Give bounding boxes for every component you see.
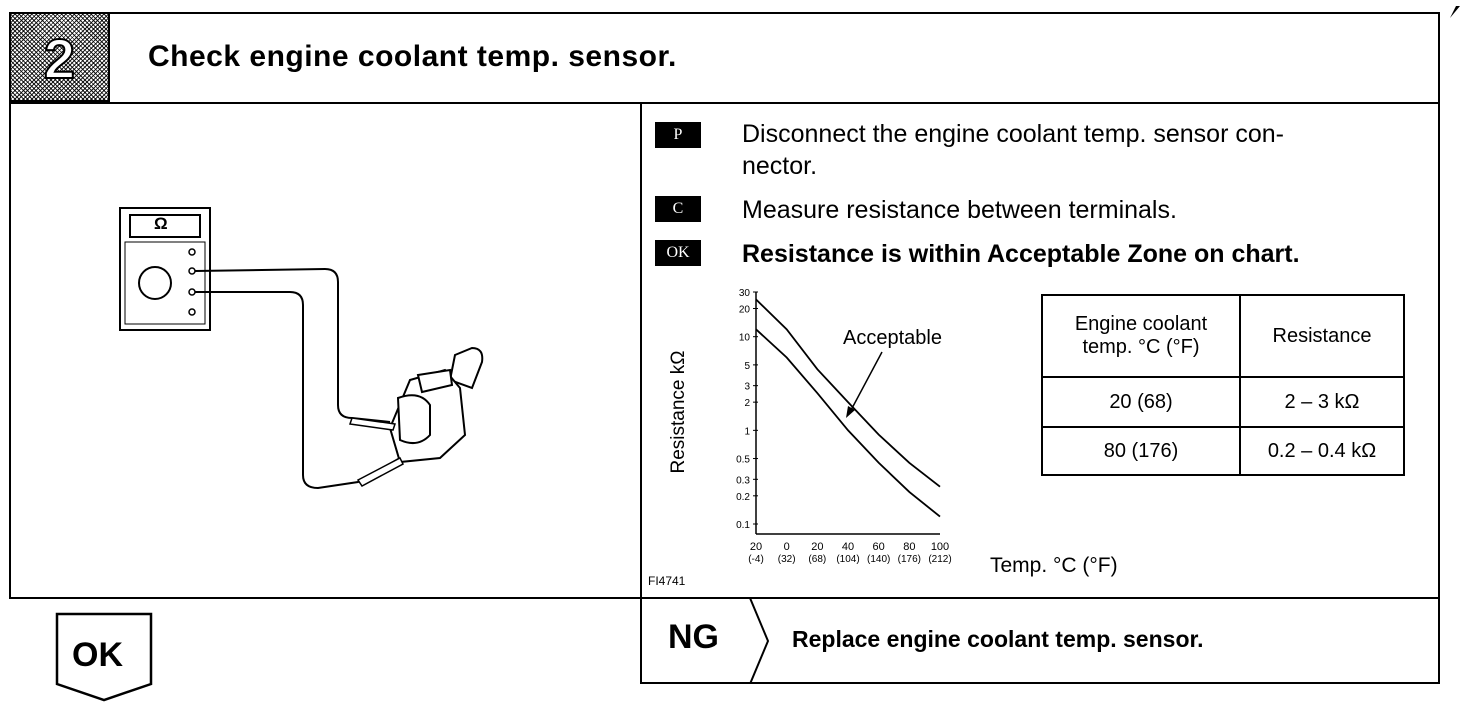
x-tick-label: 80 [903, 541, 915, 553]
step-number: 2 [43, 26, 76, 91]
test-lead-2 [195, 291, 401, 490]
coolant-temp-sensor [388, 346, 484, 464]
table-header: Engine coolant temp. °C (°F) [1041, 294, 1241, 378]
instruction-line: Disconnect the engine coolant temp. sens… [742, 120, 1284, 148]
step-number-badge: 2 [11, 14, 110, 102]
table-header: Resistance [1239, 294, 1405, 378]
procedure-tag-icon: P [655, 122, 701, 148]
x-tick-label: (104) [836, 554, 859, 565]
table-row: 80 (176) 0.2 – 0.4 kΩ [1041, 426, 1405, 476]
y-tick-label: 0.5 [736, 455, 750, 466]
ok-arrow-icon [55, 612, 153, 702]
table-cell: 20 (68) [1041, 376, 1241, 428]
table-row: 20 (68) 2 – 3 kΩ [1041, 376, 1405, 428]
table-header-row: Engine coolant temp. °C (°F) Resistance [1041, 294, 1405, 378]
resistance-chart: 30201053210.50.30.20.120(-4)0(32)20(68)4… [668, 288, 952, 565]
table-cell: 80 (176) [1041, 426, 1241, 476]
y-tick-label: 2 [744, 398, 750, 409]
y-tick-label: 20 [739, 304, 751, 315]
spec-table: Engine coolant temp. °C (°F) Resistance … [1041, 294, 1405, 476]
probe [349, 417, 396, 431]
ng-label: NG [668, 618, 719, 656]
x-tick-label: 20 [811, 541, 823, 553]
x-tick-label: 20 [750, 541, 762, 553]
series-line [755, 328, 941, 518]
y-axis-label: Resistance kΩ [668, 351, 689, 474]
figure-id: FI4741 [648, 574, 686, 588]
y-tick-label: 0.2 [736, 492, 750, 503]
corner-mark-icon [1450, 6, 1460, 18]
y-tick-label: 1 [744, 426, 750, 437]
annotation-arrowhead [846, 406, 855, 418]
ng-action: Replace engine coolant temp. sensor. [792, 626, 1204, 652]
x-tick-label: (140) [867, 554, 890, 565]
y-tick-label: 5 [744, 361, 750, 372]
instruction-result: Resistance is within Acceptable Zone on … [742, 240, 1300, 268]
title-divider [9, 102, 1440, 104]
probe [356, 456, 404, 487]
y-tick-label: 30 [739, 288, 751, 299]
table-cell: 0.2 – 0.4 kΩ [1239, 426, 1405, 476]
y-tick-label: 0.3 [736, 475, 750, 486]
instruction-disconnect: Disconnect the engine coolant temp. sens… [742, 118, 1284, 182]
x-tick-label: (-4) [748, 554, 764, 565]
ohmmeter-terminals [188, 248, 196, 316]
ok-label: OK [72, 636, 123, 674]
step-title: Check engine coolant temp. sensor. [148, 40, 677, 73]
y-tick-label: 3 [744, 382, 750, 393]
table-header-line: temp. °C (°F) [1082, 336, 1200, 358]
x-tick-label: 60 [873, 541, 885, 553]
table-header-line: Engine coolant [1074, 313, 1208, 335]
instruction-line: nector. [742, 152, 818, 180]
ohmmeter-display [129, 214, 201, 238]
ohmmeter-symbol: Ω [154, 214, 168, 233]
series-line [755, 298, 941, 488]
chart-annotation: Acceptable [843, 327, 942, 349]
x-tick-label: 0 [784, 541, 790, 553]
x-tick-label: 40 [842, 541, 854, 553]
instruction-measure: Measure resistance between terminals. [742, 196, 1177, 224]
x-tick-label: (212) [928, 554, 951, 565]
ok-tag-icon: OK [655, 240, 701, 266]
ohmmeter-panel [124, 241, 206, 325]
x-tick-label: (32) [778, 554, 796, 565]
test-lead-1 [194, 267, 391, 423]
y-tick-label: 0.1 [736, 520, 750, 531]
x-tick-label: (68) [808, 554, 826, 565]
chart-xlabel: Temp. °C (°F) [990, 554, 1118, 577]
ng-arrow-divider [749, 598, 770, 684]
ng-box [640, 597, 1440, 684]
x-tick-label: (176) [898, 554, 921, 565]
table-cell: 2 – 3 kΩ [1239, 376, 1405, 428]
x-tick-label: 100 [931, 541, 949, 553]
check-tag-icon: C [655, 196, 701, 222]
ohmmeter-illustration [119, 207, 484, 490]
column-divider [640, 102, 642, 599]
y-tick-label: 10 [739, 333, 751, 344]
annotation-pointer [849, 351, 883, 413]
ohmmeter-dial [138, 266, 172, 300]
